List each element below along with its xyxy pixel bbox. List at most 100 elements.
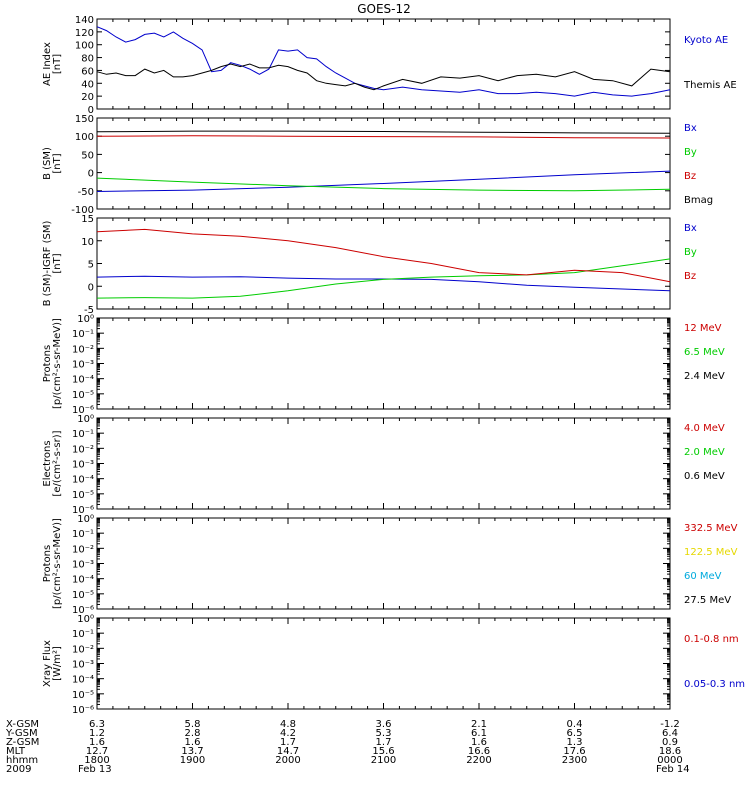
row-value: 13.7 [181, 746, 203, 757]
row-value: 5.8 [185, 719, 201, 730]
y-axis-title: Xray Flux [42, 640, 53, 687]
y-tick-label: 10⁰ [77, 414, 94, 425]
y-tick-label: 10⁻⁶ [72, 705, 94, 716]
y-tick-label: 10⁻² [72, 644, 94, 655]
y-tick-label: 0 [88, 282, 94, 293]
y-tick-label: -100 [71, 205, 94, 216]
y-tick-label: 100 [75, 132, 94, 143]
y-axis-unit: [p/(cm²-s-sr-MeV)] [52, 318, 63, 409]
panel-5: 10⁰ 10⁻¹ 10⁻² 10⁻³ 10⁻⁴ 10⁻⁵ 10⁻⁶ Electrons [e/(… [42, 414, 725, 516]
legend-entry: Themis AE [683, 80, 737, 91]
row-value: 1.6 [185, 737, 201, 748]
legend-entry: Bz [684, 171, 696, 182]
series-line-by [96, 258, 671, 299]
y-tick-label: 10⁻⁵ [72, 690, 94, 701]
y-tick-label: 10⁻³ [72, 660, 94, 671]
row-value: 12.7 [86, 746, 108, 757]
row-label: 2009 [6, 764, 31, 775]
legend-entry: 2.4 MeV [684, 371, 725, 382]
row-value: 2.8 [185, 728, 201, 739]
row-value: 6.4 [662, 728, 678, 739]
row-value: 1.7 [280, 737, 296, 748]
y-tick-label: 80 [81, 54, 94, 65]
row-value: 17.6 [563, 746, 585, 757]
row-value: 4.2 [280, 728, 296, 739]
series-line-bz [96, 228, 671, 283]
y-axis-unit: [e/(cm²-s-sr)] [52, 430, 63, 496]
series-line-by [96, 177, 671, 192]
panel-frame [96, 517, 671, 610]
y-axis-unit: [nT] [52, 253, 63, 273]
legend-entry: 60 MeV [684, 571, 722, 582]
y-tick-label: 10⁻⁵ [72, 590, 94, 601]
series-line-bz [96, 135, 671, 139]
y-tick-label: 10⁰ [77, 614, 94, 625]
row-label: hhmm [6, 755, 38, 766]
y-tick-label: 10⁰ [77, 514, 94, 525]
chart-title: GOES-12 [357, 2, 411, 16]
date-label: Feb 14 [656, 764, 690, 775]
y-tick-label: 10⁻⁴ [72, 675, 94, 686]
y-tick-label: 20 [81, 92, 94, 103]
row-label: Z-GSM [6, 737, 39, 748]
row-value: 16.6 [468, 746, 490, 757]
legend-entry: Bx [684, 123, 697, 134]
series-line-bmag [96, 130, 671, 134]
legend-entry: 2.0 MeV [684, 447, 725, 458]
y-tick-label: 10 [81, 237, 94, 248]
y-tick-label: 10⁻¹ [72, 629, 94, 640]
panel-2: -100 -50 0 50 100 150 B (SM) [nT] Bx By Bz Bmag [42, 114, 713, 216]
y-tick-label: 10⁻⁶ [72, 605, 94, 616]
row-value: 0000 [657, 755, 682, 766]
row-value: 0.9 [662, 737, 678, 748]
legend-entry: 332.5 MeV [684, 523, 738, 534]
row-value: 1.6 [471, 737, 487, 748]
legend-entry: Bz [684, 271, 696, 282]
row-value: 5.3 [376, 728, 392, 739]
legend-entry: 0.05-0.3 nm [684, 679, 745, 690]
row-value: 6.5 [567, 728, 583, 739]
y-tick-label: 10⁻⁴ [72, 575, 94, 586]
row-value: 1.7 [376, 737, 392, 748]
y-tick-label: 10⁻¹ [72, 329, 94, 340]
row-value: 14.7 [277, 746, 299, 757]
legend-entry: By [684, 147, 697, 158]
series-line-bx [96, 170, 671, 192]
legend-entry: 12 MeV [684, 323, 722, 334]
y-tick-label: 150 [75, 114, 94, 125]
row-value: 6.1 [471, 728, 487, 739]
legend-entry: 122.5 MeV [684, 547, 738, 558]
y-axis-unit: [p/(cm²-s-sr-MeV)] [52, 518, 63, 609]
y-axis-unit: [nT] [52, 54, 63, 74]
y-axis-title: B (SM)-IGRF (SM) [42, 221, 53, 307]
y-axis-title: Electrons [42, 440, 53, 486]
y-axis-unit: [nT] [52, 153, 63, 173]
legend-entry: By [684, 247, 697, 258]
legend-entry: 6.5 MeV [684, 347, 725, 358]
row-value: -1.2 [660, 719, 680, 730]
row-value: 2100 [371, 755, 396, 766]
row-value: 2.1 [471, 719, 487, 730]
y-axis-title: Protons [42, 545, 53, 582]
legend-entry: Kyoto AE [684, 35, 728, 46]
panel-4: 10⁰ 10⁻¹ 10⁻² 10⁻³ 10⁻⁴ 10⁻⁵ 10⁻⁶ Protons [p/(cm… [42, 314, 725, 416]
y-tick-label: -5 [84, 305, 94, 316]
y-tick-label: 40 [81, 79, 94, 90]
y-tick-label: 10⁻⁶ [72, 505, 94, 516]
panel-6: 10⁰ 10⁻¹ 10⁻² 10⁻³ 10⁻⁴ 10⁻⁵ 10⁻⁶ Protons [p/(cm… [42, 514, 738, 616]
panel-7: 10⁰ 10⁻¹ 10⁻² 10⁻³ 10⁻⁴ 10⁻⁵ 10⁻⁶ Xray Flux [W/m… [42, 614, 745, 716]
y-tick-label: 10⁻² [72, 344, 94, 355]
panel-frame [96, 317, 671, 410]
y-tick-label: 140 [75, 15, 94, 26]
y-axis-unit: [W/m²] [52, 646, 63, 681]
y-tick-label: 10⁻² [72, 544, 94, 555]
row-value: 4.8 [280, 719, 296, 730]
y-tick-label: 10⁰ [77, 314, 94, 325]
y-tick-label: 10⁻³ [72, 560, 94, 571]
panel-frame [96, 617, 671, 710]
row-value: 1800 [84, 755, 109, 766]
row-value: 2200 [466, 755, 491, 766]
